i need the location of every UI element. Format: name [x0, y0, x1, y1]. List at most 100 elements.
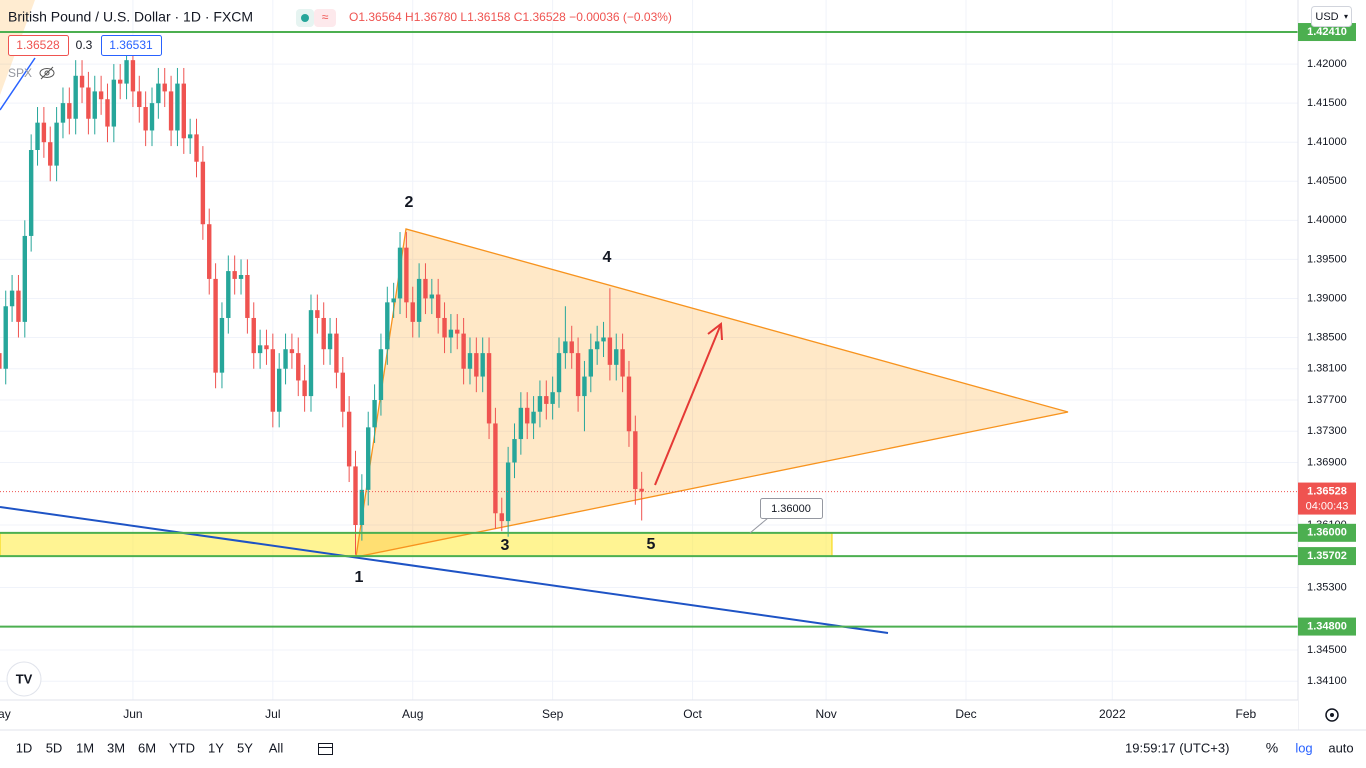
candle-body [340, 372, 345, 412]
bid-box[interactable] [8, 35, 69, 56]
candle-body [162, 83, 167, 92]
range-button[interactable]: All [269, 740, 284, 755]
candle-body [315, 310, 320, 318]
candle-body [480, 353, 485, 377]
candle-body [416, 278, 422, 322]
compare-icon[interactable] [314, 9, 336, 27]
wave-label: 3 [501, 537, 510, 554]
wave-label: 2 [405, 194, 414, 211]
candle-body [28, 150, 34, 236]
range-button[interactable]: 1Y [208, 740, 224, 755]
candle-body [187, 134, 193, 139]
candle-body [423, 278, 428, 299]
y-tick-label: 1.39500 [1307, 253, 1347, 265]
candle-body [276, 368, 282, 412]
range-button[interactable]: 1D [16, 740, 33, 755]
candle-body [563, 341, 568, 354]
y-tick-label: 1.35300 [1307, 581, 1347, 593]
candle-body [353, 466, 358, 525]
y-tick-label: 1.40000 [1307, 214, 1347, 226]
candle-body [639, 488, 644, 492]
candle-body [117, 79, 123, 84]
candle-body [200, 161, 206, 225]
candle-body [582, 376, 587, 397]
y-tick-label: 1.38100 [1307, 363, 1347, 375]
y-tick-label: 1.41500 [1307, 97, 1347, 109]
log-toggle[interactable]: log [1295, 740, 1312, 755]
candle-body [556, 353, 562, 393]
candle-body [175, 83, 180, 131]
candle-body [67, 103, 72, 119]
ask: 1.36531 [109, 38, 153, 52]
candle-body [620, 349, 625, 377]
tv-logo[interactable] [6, 661, 42, 697]
candle-body [575, 353, 581, 397]
x-tick-label: Sep [542, 707, 564, 721]
price-badge [1298, 482, 1356, 515]
candle-body [594, 341, 600, 350]
wave-label: 4 [603, 249, 612, 266]
callout-box [760, 498, 823, 519]
price-label: 1.36528 [1307, 485, 1347, 497]
y-tick-label: 1.38500 [1307, 331, 1347, 343]
candle-body [442, 317, 447, 338]
currency-box[interactable] [1311, 6, 1352, 27]
candle-body [149, 103, 155, 131]
y-tick-label: 1.40500 [1307, 175, 1347, 187]
settings[interactable] [1325, 708, 1339, 722]
candle-body [0, 353, 2, 369]
range-button[interactable]: 3M [107, 740, 125, 755]
percent-toggle[interactable]: % [1266, 740, 1278, 756]
x-tick-label: Jul [265, 707, 280, 721]
candle-body [86, 87, 91, 119]
candle-body [429, 294, 435, 299]
candle-body [283, 349, 288, 369]
ask-box[interactable] [101, 35, 162, 56]
candle-body [404, 247, 409, 303]
range-button[interactable]: 1M [76, 740, 94, 755]
date-range-icon[interactable] [318, 743, 333, 755]
range-button[interactable]: 5Y [237, 740, 253, 755]
candle-body [9, 290, 15, 307]
candle-body [410, 302, 415, 322]
price-axis-panel [1298, 0, 1366, 730]
candle-body [525, 407, 530, 424]
x-tick-label: Nov [815, 707, 836, 721]
hide-icon[interactable] [39, 66, 55, 80]
price-countdown: 04:00:43 [1306, 500, 1349, 512]
candle-body [461, 333, 466, 369]
candle-body [207, 224, 212, 279]
tv-logo-glyph: TV [16, 671, 33, 686]
x-tick-label: Jun [123, 707, 142, 721]
candle-body [366, 427, 371, 490]
range-buttons: 1D 5D 1M 3M 6M YTD 1Y 5Y All [16, 740, 284, 755]
callout-label: 1.36000 [771, 503, 811, 515]
candle-body [257, 345, 263, 354]
candle-body [601, 337, 606, 342]
candle-body [264, 345, 269, 350]
y-tick-label: 1.41000 [1307, 136, 1347, 148]
level-label: 1.42410 [1307, 26, 1347, 38]
level-badge [1298, 23, 1356, 42]
wave-label: 1 [355, 569, 364, 586]
auto-toggle[interactable]: auto [1328, 740, 1353, 755]
candle-body [111, 79, 117, 127]
x-tick-label: Aug [402, 707, 423, 721]
candle-body [321, 317, 326, 350]
candle-body [391, 298, 396, 303]
candle-body [98, 91, 104, 100]
candle-body [308, 310, 314, 397]
range-button[interactable]: 5D [46, 740, 63, 755]
triangle-pattern [355, 228, 1069, 558]
range-button[interactable]: 6M [138, 740, 156, 755]
range-button[interactable]: YTD [169, 740, 195, 755]
candle-body [518, 407, 524, 440]
candle-body [16, 290, 21, 322]
candle-body [569, 341, 574, 354]
candle-body [219, 317, 225, 373]
candle-body [378, 349, 384, 400]
candle-body [435, 294, 441, 318]
candle-body [251, 317, 256, 354]
